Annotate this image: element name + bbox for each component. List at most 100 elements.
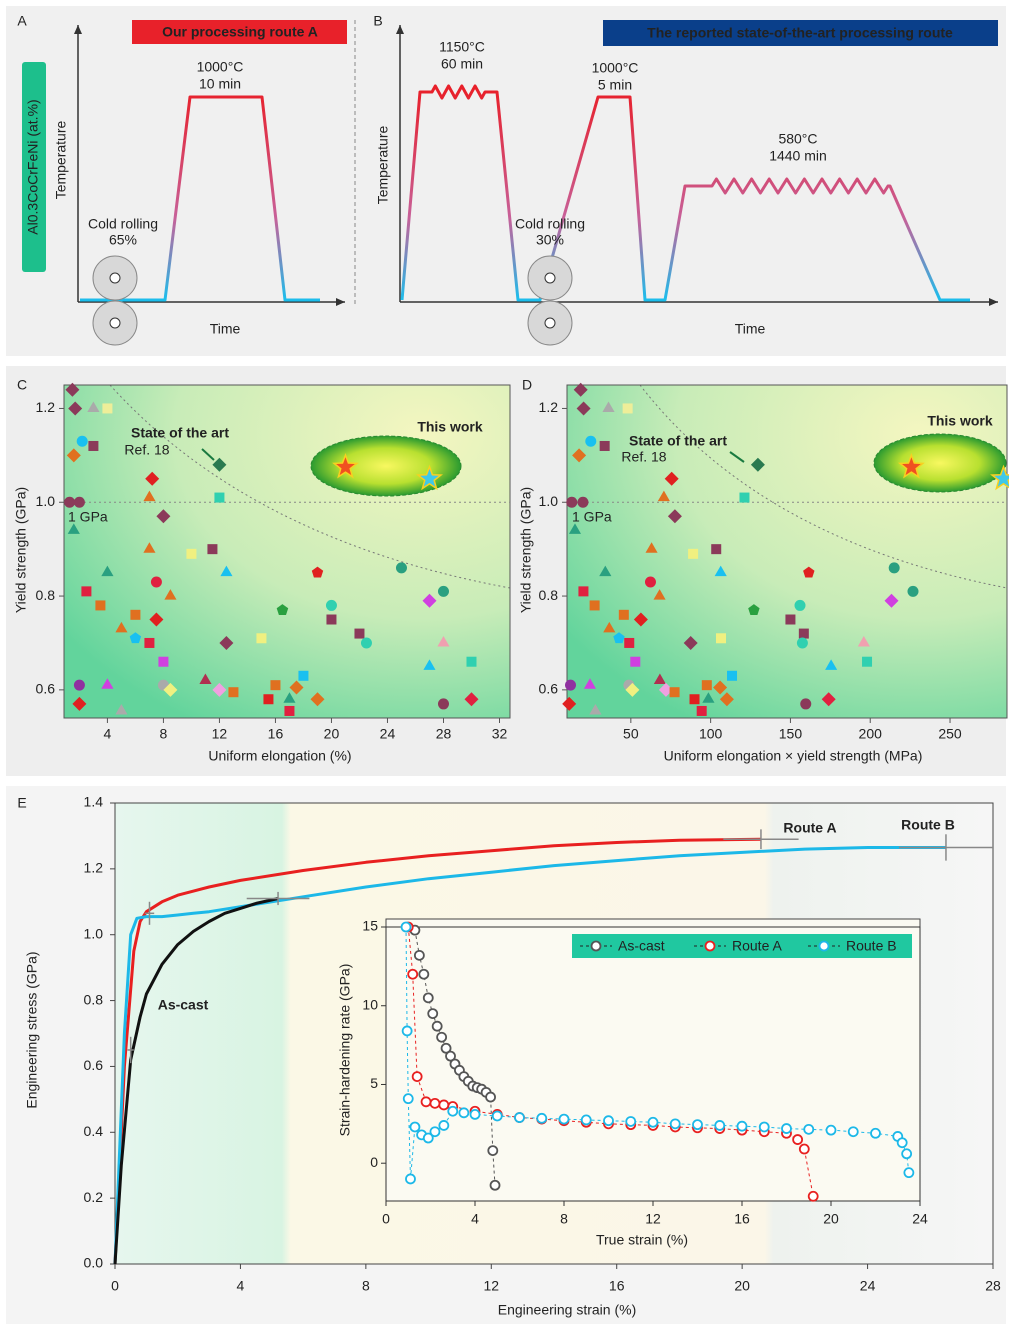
marker xyxy=(95,600,106,611)
marker xyxy=(758,1121,770,1133)
marker xyxy=(714,1120,726,1131)
marker xyxy=(256,633,267,644)
marker xyxy=(870,1127,881,1139)
annotation: 1000°C xyxy=(592,60,639,76)
x-axis-label: Engineering strain (%) xyxy=(498,1302,637,1318)
marker xyxy=(129,632,142,644)
marker xyxy=(573,382,588,397)
marker xyxy=(150,576,162,588)
marker xyxy=(466,656,477,667)
marker xyxy=(688,548,699,559)
marker xyxy=(186,548,197,559)
marker xyxy=(633,612,648,627)
marker xyxy=(653,673,666,684)
marker xyxy=(576,401,591,416)
x-tick-label: 20 xyxy=(823,1211,839,1227)
marker xyxy=(422,593,437,608)
arrowhead xyxy=(336,298,345,306)
marker xyxy=(429,1126,441,1138)
marker xyxy=(207,544,218,555)
reference-label: 1 GPa xyxy=(572,509,612,525)
highlight xyxy=(310,435,462,497)
marker xyxy=(413,949,425,961)
marker xyxy=(81,586,92,597)
annotation: Ref. 18 xyxy=(621,449,666,465)
annotation: Cold rolling xyxy=(515,216,585,232)
marker xyxy=(696,705,707,716)
marker xyxy=(228,687,239,698)
x-tick-label: 24 xyxy=(912,1211,928,1227)
marker xyxy=(667,509,682,524)
x-tick-label: 4 xyxy=(237,1278,245,1294)
marker xyxy=(422,1132,434,1144)
marker xyxy=(689,694,700,705)
marker xyxy=(102,403,113,414)
y-tick-label: 0.6 xyxy=(36,681,56,697)
marker xyxy=(798,1143,810,1155)
marker xyxy=(76,435,88,447)
y-tick-label: 1.0 xyxy=(36,493,56,509)
marker xyxy=(589,704,602,715)
marker xyxy=(847,1126,859,1138)
x-tick-label: 16 xyxy=(268,726,284,742)
marker xyxy=(739,492,750,503)
marker xyxy=(311,566,324,578)
x-tick-label: 250 xyxy=(938,726,962,742)
y-axis-label: Temperature xyxy=(375,125,391,204)
marker xyxy=(289,680,304,695)
marker xyxy=(624,637,635,648)
marker xyxy=(736,1120,748,1132)
marker xyxy=(438,1120,450,1131)
marker xyxy=(489,1179,501,1191)
plot-frame xyxy=(566,384,1008,719)
marker xyxy=(589,600,600,611)
marker xyxy=(625,1116,637,1127)
marker xyxy=(420,1096,432,1108)
marker xyxy=(825,1124,837,1136)
x-tick-label: 0 xyxy=(111,1278,119,1294)
y-tick-label: 1.0 xyxy=(84,925,104,941)
marker xyxy=(599,440,610,451)
panel-label: C xyxy=(17,377,27,393)
series-line xyxy=(113,837,762,1265)
x-tick-label: 8 xyxy=(560,1211,568,1227)
marker xyxy=(711,544,722,555)
marker xyxy=(514,1112,525,1123)
marker xyxy=(416,464,443,491)
marker xyxy=(158,656,169,667)
x-tick-label: 16 xyxy=(734,1211,750,1227)
annotation: 580°C xyxy=(778,131,817,147)
x-tick-label: 24 xyxy=(860,1278,876,1294)
marker xyxy=(565,679,577,691)
marker xyxy=(781,1123,792,1134)
y-tick-label: 0.8 xyxy=(36,587,56,603)
marker xyxy=(807,1190,819,1202)
marker xyxy=(622,403,633,414)
marker xyxy=(580,1114,592,1126)
annotation: Ref. 18 xyxy=(124,442,169,458)
marker xyxy=(429,1097,441,1109)
annotation: Cold rolling xyxy=(88,216,158,232)
annotation: 65% xyxy=(109,232,137,248)
marker xyxy=(653,589,666,600)
x-tick-label: 28 xyxy=(436,726,452,742)
marker xyxy=(599,565,612,577)
marker xyxy=(423,659,436,670)
y-tick-label: 0.0 xyxy=(84,1255,104,1271)
y-tick-label: 1.2 xyxy=(84,860,104,876)
legend-marker xyxy=(818,940,830,952)
marker xyxy=(901,1148,913,1160)
marker xyxy=(87,401,100,412)
marker xyxy=(800,698,812,710)
marker xyxy=(73,679,85,691)
y-tick-label: 1.2 xyxy=(539,399,559,415)
marker xyxy=(436,1031,448,1043)
y-axis-label: Yield strength (GPa) xyxy=(13,487,29,613)
alloy-box xyxy=(22,62,46,272)
marker xyxy=(750,457,765,472)
marker xyxy=(664,471,679,486)
x-tick-label: 28 xyxy=(985,1278,1001,1294)
marker xyxy=(407,968,419,980)
marker xyxy=(73,496,85,508)
marker xyxy=(149,612,164,627)
